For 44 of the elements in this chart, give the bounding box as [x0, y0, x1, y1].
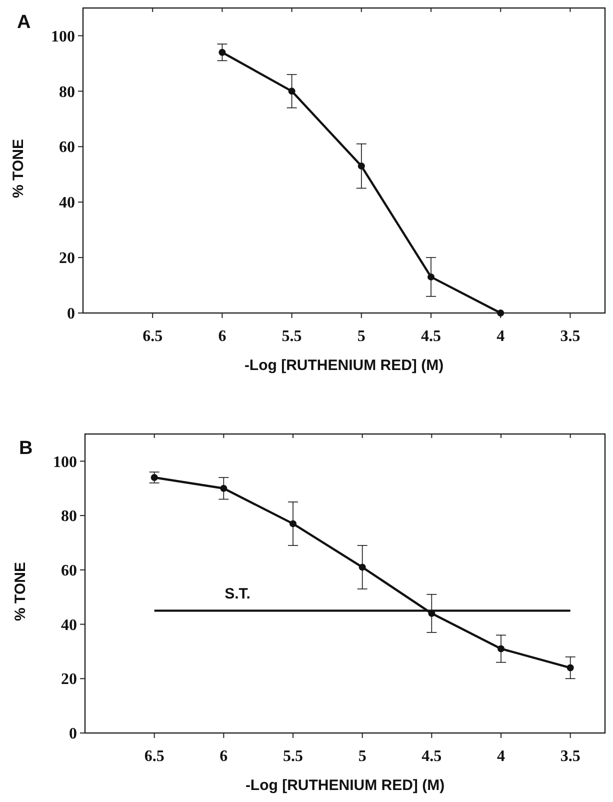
x-tick-label: 6.5 — [144, 748, 164, 765]
point — [428, 273, 434, 280]
y-tick-label: 0 — [67, 306, 75, 323]
x-tick-label: 4.5 — [422, 748, 442, 765]
y-tick-label: 80 — [61, 508, 77, 526]
y-tick-label: 100 — [53, 454, 77, 471]
x-tick-label: 3.5 — [560, 328, 580, 345]
x-tick-label: 6 — [218, 328, 226, 345]
y-tick-label: 40 — [61, 616, 77, 634]
x-tick-label: 6 — [220, 748, 228, 765]
y-tick-label: 60 — [59, 139, 75, 156]
x-axis-title: -Log [RUTHENIUM RED] (M) — [245, 777, 445, 794]
x-tick-label: 5.5 — [282, 328, 302, 345]
y-tick-label: 80 — [59, 84, 75, 101]
y-tick-label: 100 — [51, 28, 75, 46]
point — [220, 484, 228, 492]
point — [218, 48, 226, 56]
point — [288, 88, 296, 95]
x-tick-label: 4 — [497, 748, 505, 765]
x-tick-label: 5.5 — [283, 748, 303, 765]
point — [358, 564, 366, 571]
chart-title: B — [19, 438, 33, 459]
y-tick-label: 20 — [59, 250, 75, 268]
x-tick-label: 5 — [357, 328, 366, 345]
y-axis-title: % TONE — [12, 562, 29, 621]
point — [566, 664, 574, 672]
point — [150, 474, 158, 481]
point — [497, 310, 504, 316]
y-tick-label: 20 — [61, 671, 77, 688]
series-label: S.T. — [224, 586, 250, 603]
x-tick-label: 4 — [496, 328, 505, 345]
y-tick-label: 0 — [69, 726, 77, 743]
point — [290, 520, 296, 528]
x-tick-label: 3.5 — [560, 748, 580, 765]
point — [358, 162, 365, 170]
x-tick-label: 6.5 — [142, 328, 163, 345]
point — [498, 645, 504, 652]
y-tick-label: 60 — [61, 562, 77, 580]
y-axis-title: % TONE — [10, 139, 27, 198]
x-axis-title: -Log [RUTHENIUM RED] (M) — [244, 357, 444, 374]
y-tick-label: 40 — [59, 194, 75, 212]
chart-title: A — [17, 12, 31, 33]
x-tick-label: 5 — [358, 748, 366, 765]
x-tick-label: 4.5 — [421, 328, 441, 345]
